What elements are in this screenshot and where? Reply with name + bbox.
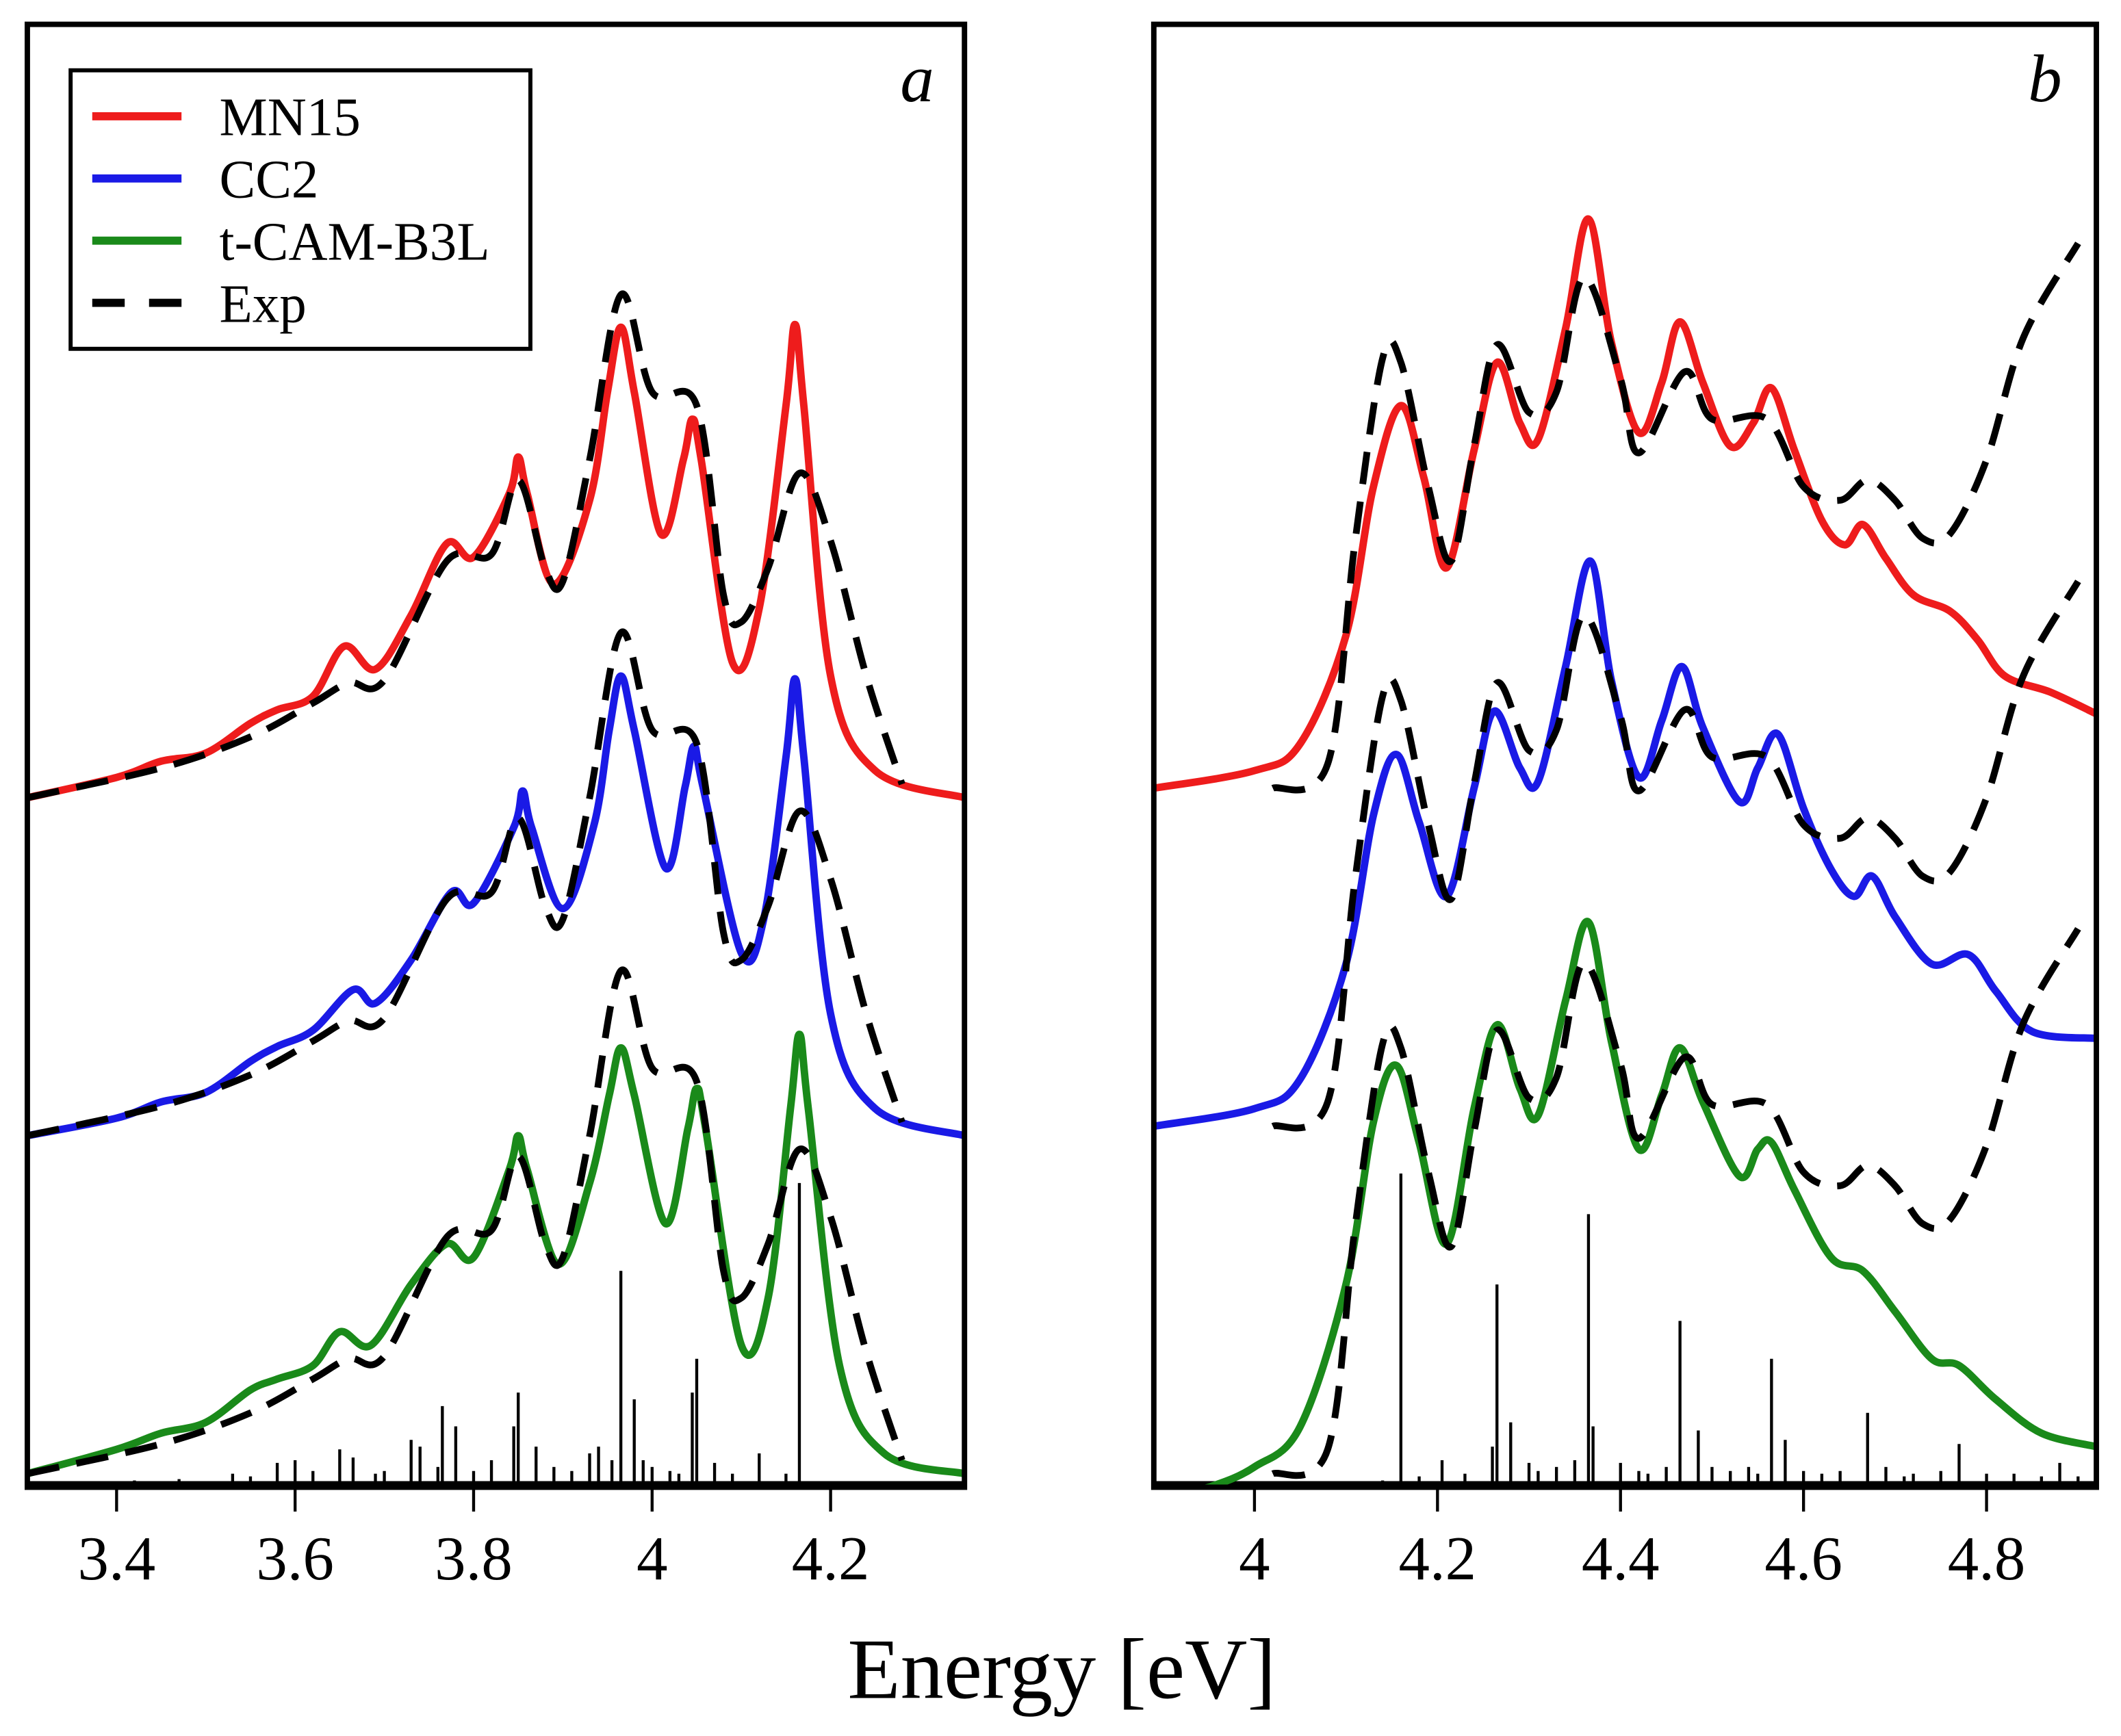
x-tick-label: 4.8 [1948,1524,2026,1593]
x-tick-label: 3.6 [256,1524,334,1593]
plot-area [1153,215,2097,1488]
series-exp-line [27,290,905,801]
series-t-cam-b3l-line [1195,918,2097,1488]
x-tick-label: 3.8 [435,1524,513,1593]
series-exp-line [27,966,905,1477]
series-exp-line [1271,927,2081,1479]
x-tick-label: 4.6 [1764,1524,1842,1593]
series-exp-line [1271,580,2081,1132]
panel-b: 4 4.2 4.4 4.6 4.8 b [1151,21,2099,1593]
panel-label: a [900,42,934,116]
x-tick-label: 3.4 [78,1524,156,1593]
axes-frame [24,21,968,1490]
series-exp-line [1271,242,2081,794]
series-cc2-line [27,672,965,1140]
legend-label: MN15 [220,88,361,148]
series-t-cam-b3l-line [27,1031,965,1478]
series-mn15-line [1153,215,2097,792]
legend-label: t-CAM-B3L [220,212,490,272]
series-exp-line [27,628,905,1139]
axes-frame [1151,21,2099,1490]
series-cc2-line [1153,557,2097,1130]
legend-label: CC2 [220,150,319,209]
series-mn15-line [27,320,965,802]
x-tick-label: 4 [1239,1524,1270,1593]
plot-area [27,290,965,1488]
legend-label: Exp [220,274,307,334]
x-tick-label: 4.2 [1399,1524,1477,1593]
x-axis-label: Energy [eV] [847,1622,1276,1718]
x-tick-label: 4 [637,1524,667,1593]
panel-label: b [2028,42,2061,116]
x-tick-label: 4.2 [792,1524,870,1593]
x-tick-label: 4.4 [1582,1524,1660,1593]
